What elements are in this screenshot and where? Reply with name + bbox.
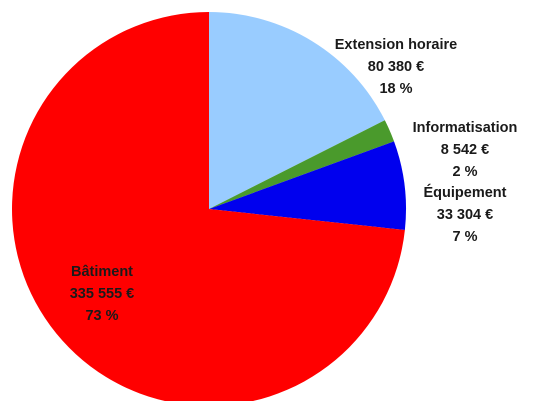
slice-label: Informatisation bbox=[413, 120, 518, 136]
percent-label: 18 % bbox=[379, 81, 412, 97]
value-label: 335 555 € bbox=[70, 286, 135, 302]
slice-label: Bâtiment bbox=[71, 264, 133, 280]
slice-label: Équipement bbox=[424, 184, 507, 201]
pie-slice bbox=[209, 120, 395, 209]
pie-slice bbox=[209, 12, 385, 209]
percent-label: 7 % bbox=[453, 229, 478, 245]
percent-label: 2 % bbox=[453, 164, 478, 180]
percent-label: 73 % bbox=[85, 308, 118, 324]
value-label: 8 542 € bbox=[441, 142, 489, 158]
pie-slice bbox=[209, 141, 406, 230]
pie-slice bbox=[12, 12, 405, 401]
slice-label: Extension horaire bbox=[335, 37, 457, 53]
value-label: 33 304 € bbox=[437, 207, 493, 223]
value-label: 80 380 € bbox=[368, 59, 424, 75]
